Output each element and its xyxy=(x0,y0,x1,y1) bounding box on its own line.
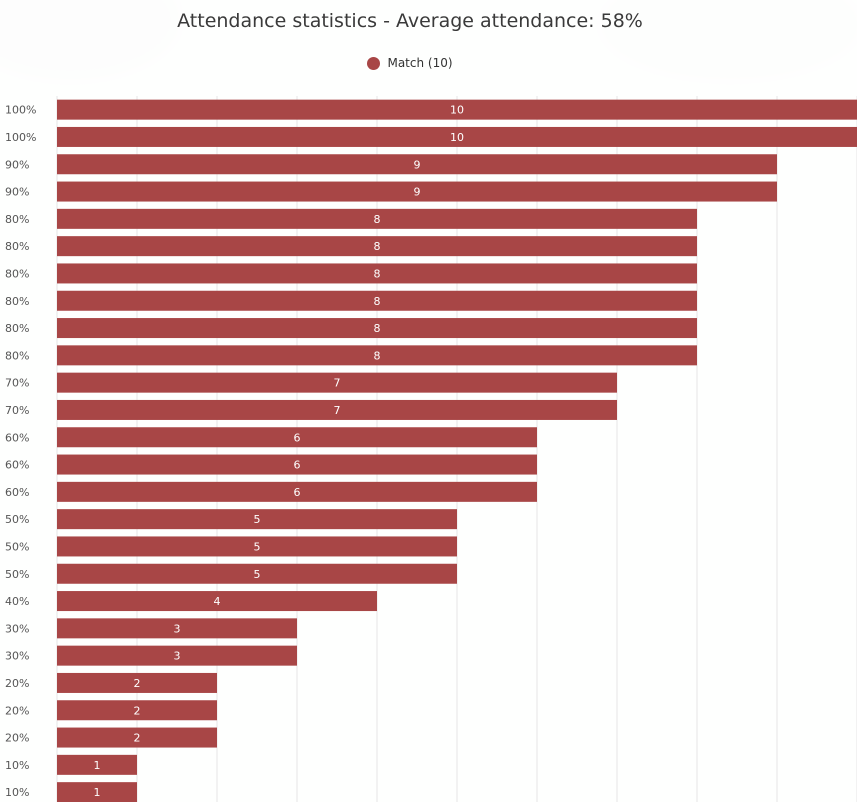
legend-label: Match (10) xyxy=(387,56,453,70)
y-tick-label: 10% xyxy=(5,786,29,799)
y-tick-label: 30% xyxy=(5,650,29,663)
bar[interactable] xyxy=(57,454,537,475)
bar-value-label: 3 xyxy=(174,622,181,635)
bar-value-label: 4 xyxy=(214,595,221,608)
bar[interactable] xyxy=(57,618,297,639)
bar-value-label: 8 xyxy=(374,322,381,335)
bar[interactable] xyxy=(57,509,457,530)
y-tick-label: 40% xyxy=(5,595,29,608)
bar[interactable] xyxy=(57,645,297,666)
y-tick-label: 60% xyxy=(5,486,29,499)
y-tick-label: 10% xyxy=(5,759,29,772)
bar-value-label: 8 xyxy=(374,295,381,308)
legend-marker xyxy=(367,56,381,70)
bar[interactable] xyxy=(57,700,217,721)
bar[interactable] xyxy=(57,591,377,612)
bar[interactable] xyxy=(57,754,137,775)
y-tick-label: 80% xyxy=(5,240,29,253)
y-tick-label: 30% xyxy=(5,622,29,635)
bar[interactable] xyxy=(57,290,697,311)
bar[interactable] xyxy=(57,154,777,175)
y-tick-label: 60% xyxy=(5,431,29,444)
bar-value-label: 6 xyxy=(294,431,301,444)
y-tick-label: 20% xyxy=(5,704,29,717)
y-tick-label: 80% xyxy=(5,267,29,280)
bar-value-label: 5 xyxy=(254,513,261,526)
y-tick-label: 20% xyxy=(5,677,29,690)
bar-value-label: 2 xyxy=(134,677,141,690)
bar[interactable] xyxy=(57,372,617,393)
y-tick-label: 80% xyxy=(5,295,29,308)
bar-value-label: 6 xyxy=(294,459,301,472)
bar[interactable] xyxy=(57,563,457,584)
y-tick-label: 80% xyxy=(5,213,29,226)
bar-value-label: 1 xyxy=(94,786,101,799)
y-tick-label: 50% xyxy=(5,513,29,526)
bar-value-label: 7 xyxy=(334,404,341,417)
chart-legend[interactable]: Match (10) xyxy=(0,56,820,70)
bar-value-label: 6 xyxy=(294,486,301,499)
bar-value-label: 1 xyxy=(94,759,101,772)
bar[interactable] xyxy=(57,181,777,202)
bar-value-label: 8 xyxy=(374,240,381,253)
bar-value-label: 8 xyxy=(374,267,381,280)
bar-value-label: 3 xyxy=(174,650,181,663)
bar-value-label: 2 xyxy=(134,704,141,717)
y-tick-label: 20% xyxy=(5,732,29,745)
bar[interactable] xyxy=(57,263,697,284)
bar[interactable] xyxy=(57,536,457,557)
y-tick-label: 50% xyxy=(5,568,29,581)
y-tick-label: 80% xyxy=(5,322,29,335)
y-tick-label: 100% xyxy=(5,131,36,144)
y-tick-label: 90% xyxy=(5,158,29,171)
bar[interactable] xyxy=(57,399,617,420)
bar-value-label: 8 xyxy=(374,349,381,362)
bar-value-label: 2 xyxy=(134,732,141,745)
bar[interactable] xyxy=(57,345,697,366)
bar[interactable] xyxy=(57,427,537,448)
chart-title: Attendance statistics - Average attendan… xyxy=(177,10,643,32)
y-tick-label: 50% xyxy=(5,540,29,553)
bar-value-label: 10 xyxy=(450,104,464,117)
bar[interactable] xyxy=(57,481,537,502)
y-tick-label: 70% xyxy=(5,404,29,417)
y-tick-label: 70% xyxy=(5,377,29,390)
bar-value-label: 5 xyxy=(254,568,261,581)
y-tick-label: 90% xyxy=(5,186,29,199)
y-tick-label: 100% xyxy=(5,104,36,117)
y-tick-label: 60% xyxy=(5,459,29,472)
bar-value-label: 9 xyxy=(414,186,421,199)
bar[interactable] xyxy=(57,99,857,120)
bar[interactable] xyxy=(57,727,217,748)
bar[interactable] xyxy=(57,208,697,229)
y-tick-label: 80% xyxy=(5,349,29,362)
bar[interactable] xyxy=(57,782,137,802)
bar[interactable] xyxy=(57,236,697,257)
bar[interactable] xyxy=(57,672,217,693)
bar-value-label: 8 xyxy=(374,213,381,226)
bar-value-label: 10 xyxy=(450,131,464,144)
bar-value-label: 9 xyxy=(414,158,421,171)
bar-value-label: 7 xyxy=(334,377,341,390)
bar[interactable] xyxy=(57,126,857,147)
bar-value-label: 5 xyxy=(254,540,261,553)
bar[interactable] xyxy=(57,318,697,339)
